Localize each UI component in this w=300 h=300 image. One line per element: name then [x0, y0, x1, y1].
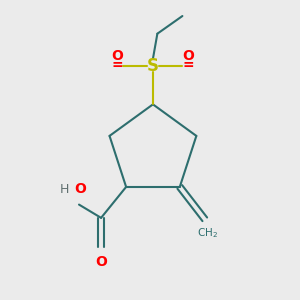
- Text: O: O: [112, 49, 124, 63]
- Text: CH$_2$: CH$_2$: [197, 227, 218, 241]
- Text: O: O: [95, 255, 107, 268]
- Text: =: =: [112, 58, 123, 72]
- Text: O: O: [182, 49, 194, 63]
- Text: O: O: [74, 182, 86, 196]
- Text: S: S: [147, 57, 159, 75]
- Text: =: =: [182, 58, 194, 72]
- Text: H: H: [60, 183, 69, 196]
